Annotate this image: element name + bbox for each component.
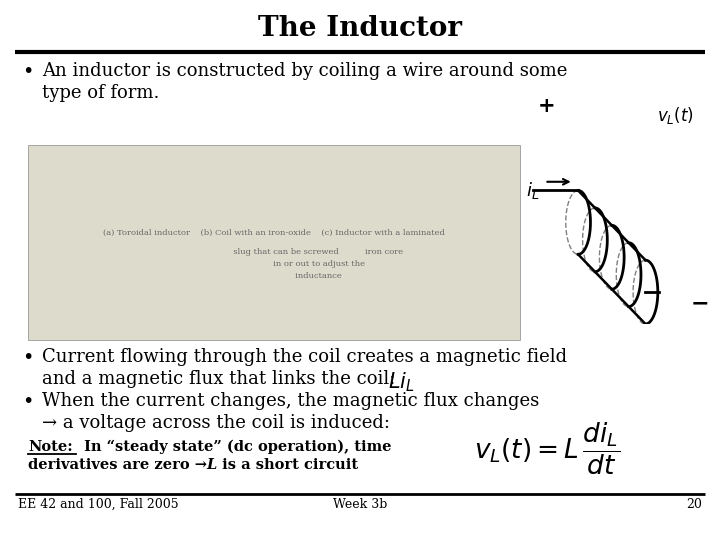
- Text: 20: 20: [686, 498, 702, 511]
- Text: inductance: inductance: [206, 273, 342, 280]
- Text: −: −: [690, 293, 709, 314]
- Text: The Inductor: The Inductor: [258, 15, 462, 42]
- Text: In “steady state” (dc operation), time: In “steady state” (dc operation), time: [79, 440, 392, 454]
- Text: Note:: Note:: [28, 440, 73, 454]
- Text: •: •: [22, 348, 33, 367]
- Text: slug that can be screwed          iron core: slug that can be screwed iron core: [145, 248, 404, 256]
- Text: Current flowing through the coil creates a magnetic field: Current flowing through the coil creates…: [42, 348, 567, 366]
- Bar: [28, 145, 520, 340]
- Text: derivatives are zero →: derivatives are zero →: [28, 458, 212, 472]
- Text: $\mathbf{\mathit{Li_L}}$: $\mathbf{\mathit{Li_L}}$: [388, 370, 415, 394]
- Text: An inductor is constructed by coiling a wire around some: An inductor is constructed by coiling a …: [42, 62, 567, 80]
- Text: $v_L(t) = L\,\dfrac{di_L}{dt}$: $v_L(t) = L\,\dfrac{di_L}{dt}$: [474, 420, 620, 477]
- Text: When the current changes, the magnetic flux changes: When the current changes, the magnetic f…: [42, 392, 539, 410]
- Text: (a) Toroidal inductor    (b) Coil with an iron-oxide    (c) Inductor with a lami: (a) Toroidal inductor (b) Coil with an i…: [103, 228, 445, 237]
- Text: •: •: [22, 392, 33, 411]
- Text: → a voltage across the coil is induced:: → a voltage across the coil is induced:: [42, 414, 390, 432]
- Text: type of form.: type of form.: [42, 84, 159, 102]
- Text: •: •: [22, 62, 33, 81]
- Text: in or out to adjust the: in or out to adjust the: [184, 260, 364, 268]
- Text: $i_L$: $i_L$: [526, 180, 540, 201]
- Text: and a magnetic flux that links the coil:: and a magnetic flux that links the coil:: [42, 370, 401, 388]
- Text: EE 42 and 100, Fall 2005: EE 42 and 100, Fall 2005: [18, 498, 179, 511]
- Text: $v_L(t)$: $v_L(t)$: [657, 105, 693, 126]
- Text: L: L: [206, 458, 216, 472]
- Text: Week 3b: Week 3b: [333, 498, 387, 511]
- Text: +: +: [538, 96, 555, 116]
- Text: is a short circuit: is a short circuit: [217, 458, 358, 472]
